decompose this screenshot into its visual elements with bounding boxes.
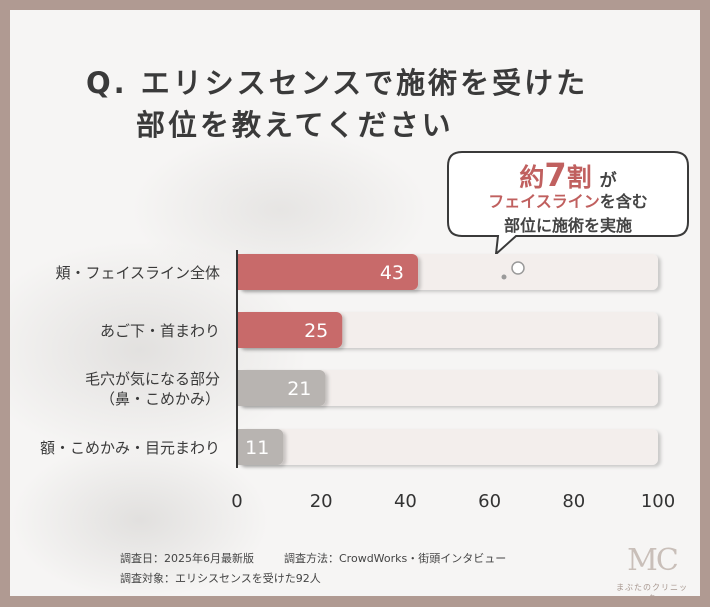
bar — [237, 429, 284, 465]
infographic-card: Q. エリシスセンスで施術を受けた 部位を教えてください 約7割が フェイスライ… — [10, 10, 700, 596]
category-label: 頬・フェイスライン全体 — [55, 264, 220, 282]
x-tick-label: 80 — [562, 491, 585, 512]
survey-date: 調査日：2025年6月最新版 — [120, 552, 254, 565]
callout-particle: が — [599, 171, 617, 191]
clinic-logo: MC まぶたのクリニック — [612, 543, 692, 597]
bar-value-label: 25 — [304, 320, 328, 342]
category-label: 毛穴が気になる部分 — [85, 370, 220, 388]
background-haze — [10, 440, 270, 596]
bar-square-edge — [237, 370, 247, 406]
decoration-dot — [511, 261, 525, 275]
category-label: 額・こめかみ・目元まわり — [40, 439, 220, 457]
category-label: （鼻・こめかみ） — [100, 390, 220, 408]
callout-line2-rest: を含む — [599, 192, 648, 211]
bar-square-edge — [237, 312, 247, 348]
callout-bubble-shape — [447, 151, 689, 257]
callout-line2: フェイスラインを含む — [446, 188, 690, 212]
decoration-dot — [501, 274, 507, 280]
logo-text: まぶたのクリニック — [616, 583, 688, 596]
bar-track — [237, 429, 658, 465]
survey-method: 調査方法：CrowdWorks・街頭インタビュー — [284, 552, 507, 565]
callout-line1: 約7割が — [446, 156, 690, 194]
question-title-line1: Q. エリシスセンスで施術を受けた — [86, 66, 589, 100]
bar-track — [237, 370, 658, 406]
x-tick-label: 100 — [641, 491, 675, 512]
bar-square-edge — [237, 254, 247, 290]
bar — [237, 312, 343, 348]
bar — [237, 254, 419, 290]
callout-line3: 部位に施術を実施 — [503, 216, 632, 235]
callout-highlight: フェイスライン — [488, 192, 600, 211]
bar — [237, 370, 326, 406]
x-tick-label: 20 — [310, 491, 333, 512]
bar-chart: 43 頬・フェイスライン全体 25 あご下・首まわり 21 毛穴が気になる部分 （鼻・こめか… — [40, 250, 675, 512]
survey-target: 調査対象：エリシスセンスを受けた92人 — [120, 572, 321, 585]
bar-square-edge — [237, 429, 247, 465]
question-title-line2: 部位を教えてください — [136, 108, 454, 142]
bar-value-label: 21 — [287, 378, 311, 400]
callout-prefix: 約 — [519, 163, 545, 192]
logo-mark: MC — [627, 543, 679, 578]
x-tick-label: 60 — [478, 491, 501, 512]
bar-value-label: 11 — [245, 437, 269, 459]
bar-value-label: 43 — [380, 262, 404, 284]
callout-suffix: 割 — [566, 163, 592, 192]
x-tick-label: 0 — [231, 491, 242, 512]
survey-source-line1: 調査日：2025年6月最新版 調査方法：CrowdWorks・街頭インタビュー — [120, 550, 506, 566]
callout-number: 7 — [544, 156, 567, 194]
x-tick-label: 40 — [394, 491, 417, 512]
callout-bubble: 約7割が フェイスラインを含む 部位に施術を実施 — [446, 150, 690, 257]
category-label: あご下・首まわり — [100, 322, 220, 340]
